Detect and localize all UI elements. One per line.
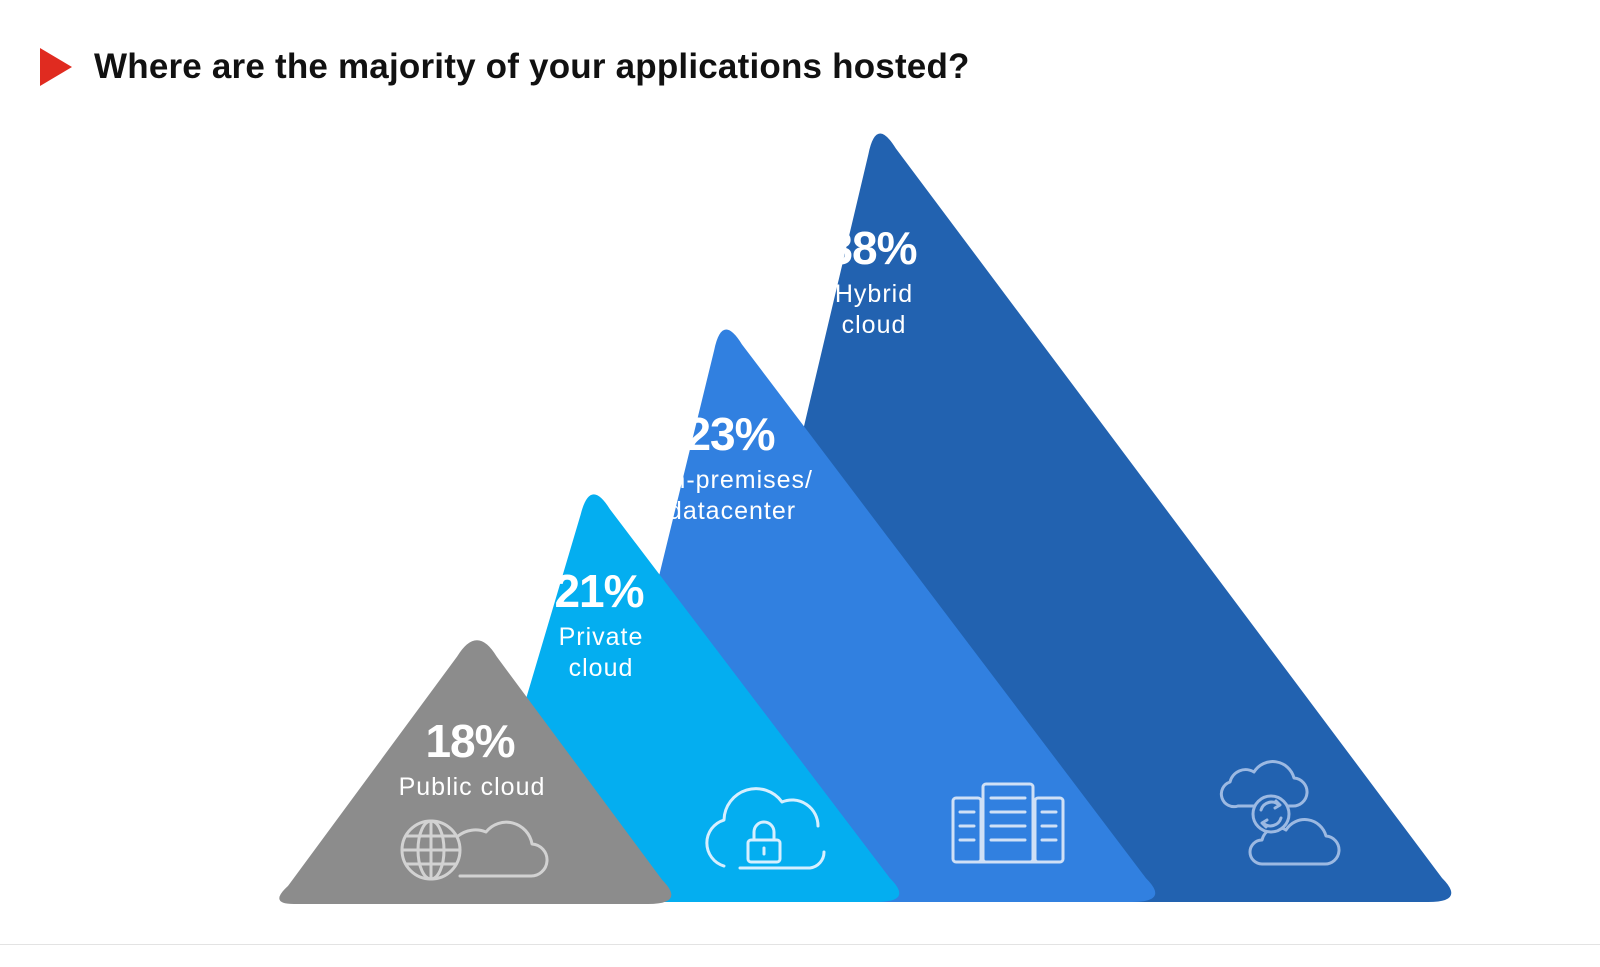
pyramid-icons: [400, 760, 1341, 881]
title-row: Where are the majority of your applicati…: [40, 42, 970, 92]
globe-cloud-icon: [400, 819, 549, 881]
chart-title: Where are the majority of your applicati…: [94, 47, 970, 86]
category-label-3-0: Public cloud: [399, 773, 546, 801]
play-triangle-icon: [40, 48, 72, 86]
pyramid-layer-3: [279, 640, 672, 904]
cloud-lock-icon: [705, 787, 826, 870]
value-label-3: 18%: [425, 715, 514, 767]
category-label-2-0: Private: [559, 623, 644, 651]
value-label-0: 38%: [827, 222, 916, 274]
value-label-1: 23%: [685, 408, 774, 460]
category-label-0-1: cloud: [842, 311, 907, 339]
pyramid-labels: 38% Hybrid cloud 23% On-premises/datacenter 2…: [399, 222, 918, 801]
value-label-2: 21%: [554, 565, 643, 617]
server-rack-icon: [951, 782, 1065, 864]
category-label-1-0: On-premises/: [651, 466, 813, 494]
bottom-divider: [0, 944, 1600, 945]
category-label-2-1: cloud: [569, 654, 634, 682]
hybrid-cloud-icon: [1219, 760, 1341, 866]
category-label-0-0: Hybrid: [835, 280, 913, 308]
category-label-1-1: datacenter: [668, 497, 796, 525]
